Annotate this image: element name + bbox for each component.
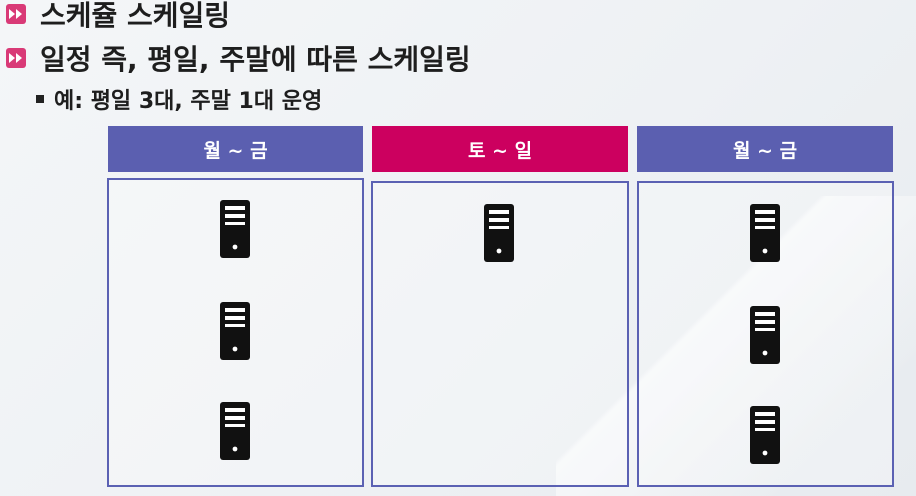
- server-icon: [484, 204, 514, 262]
- server-icon: [750, 306, 780, 364]
- column-header-weekend: 토 ~ 일: [372, 126, 628, 172]
- bullet-weekday-weekend-scaling: 일정 즉, 평일, 주말에 따른 스케일링: [0, 38, 471, 78]
- server-icon: [220, 302, 250, 360]
- sub-bullet-example: 예: 평일 3대, 주말 1대 운영: [36, 83, 322, 115]
- server-icon: [220, 200, 250, 258]
- square-bullet-icon: [36, 95, 44, 103]
- bullet-text: 스케쥴 스케일링: [40, 0, 231, 32]
- server-icon: [220, 402, 250, 460]
- column-header-weekday-2: 월 ~ 금: [637, 126, 893, 172]
- bullet-schedule-scaling: 스케쥴 스케일링: [0, 0, 230, 34]
- server-icon: [750, 204, 780, 262]
- bullet-text: 일정 즉, 평일, 주말에 따른 스케일링: [40, 43, 471, 76]
- fast-forward-icon: [6, 4, 26, 24]
- server-icon: [750, 406, 780, 464]
- fast-forward-icon: [6, 48, 26, 68]
- column-header-weekday-1: 월 ~ 금: [108, 126, 363, 172]
- sub-bullet-text: 예: 평일 3대, 주말 1대 운영: [54, 89, 323, 114]
